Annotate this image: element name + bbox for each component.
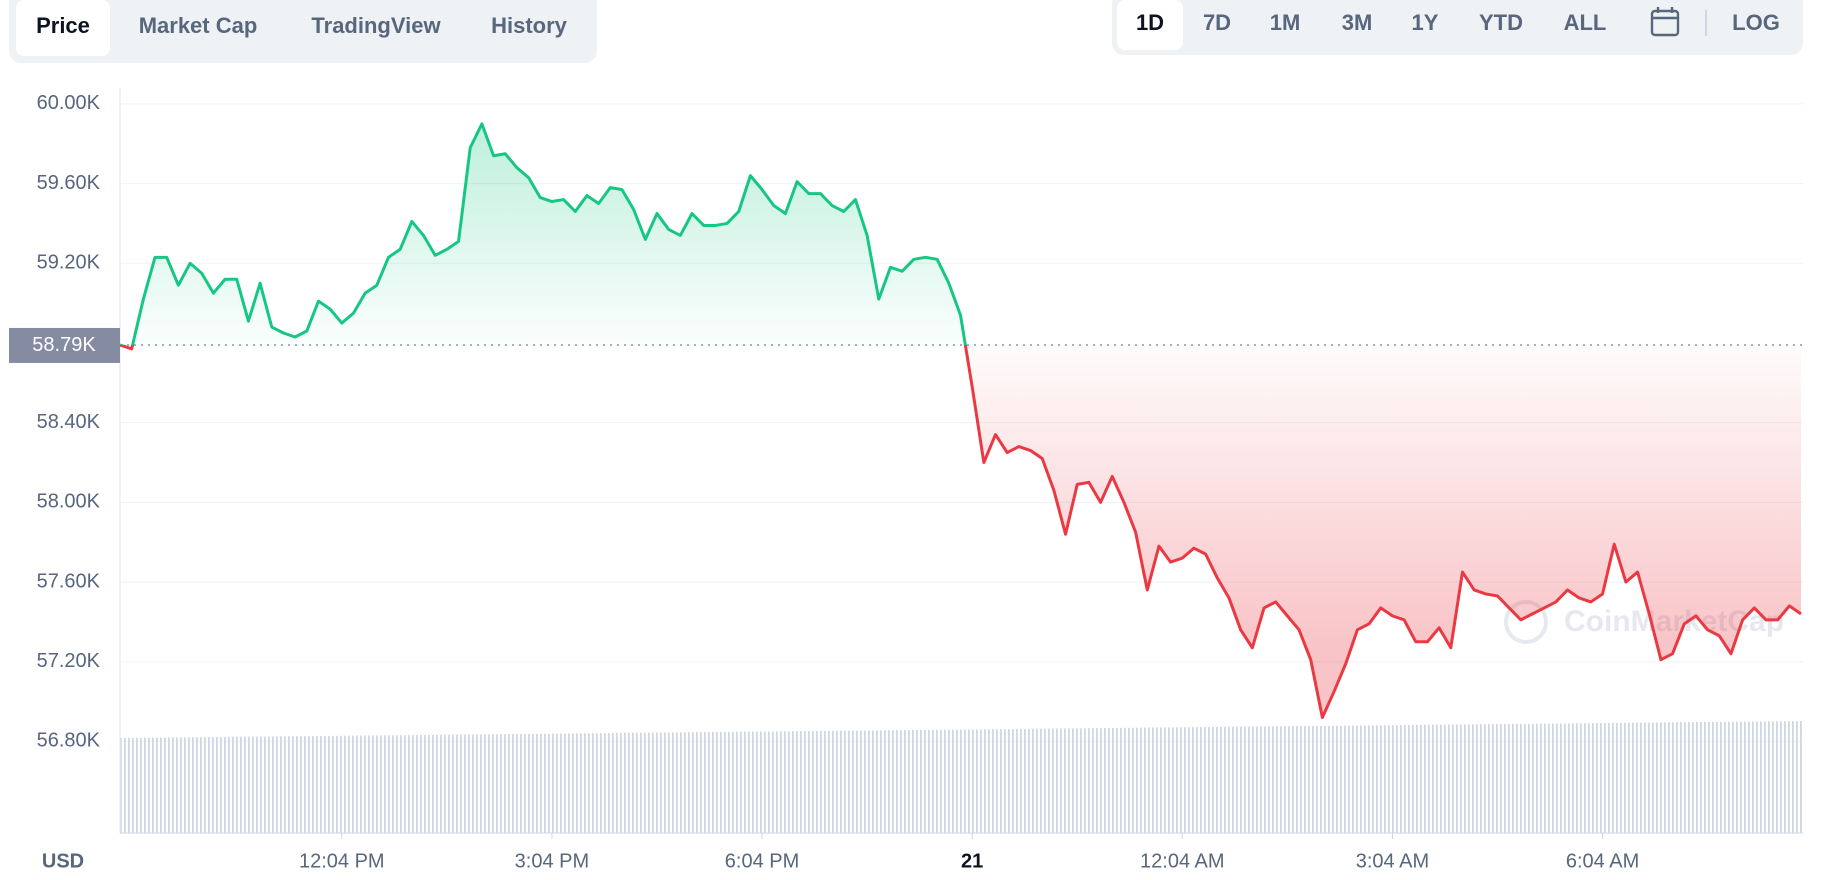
tab[interactable]: Market Cap	[139, 13, 258, 38]
tab[interactable]: TradingView	[311, 13, 441, 38]
tab-group	[9, 0, 597, 63]
y-tick-label: 59.60K	[37, 172, 101, 194]
x-tick-label: 21	[961, 850, 983, 872]
range-button[interactable]: ALL	[1564, 10, 1607, 35]
y-tick-label: 57.20K	[37, 650, 101, 672]
x-tick-label: 12:04 PM	[299, 850, 385, 872]
range-button[interactable]: YTD	[1479, 10, 1523, 35]
price-line	[119, 122, 1802, 719]
range-button[interactable]: 7D	[1203, 10, 1231, 35]
x-tick-label: 6:04 AM	[1566, 850, 1639, 872]
log-button[interactable]: LOG	[1732, 10, 1780, 35]
y-tick-label: 58.00K	[37, 491, 101, 513]
range-button[interactable]: 1D	[1136, 10, 1164, 35]
range-button[interactable]: 3M	[1342, 10, 1373, 35]
currency-label: USD	[42, 850, 84, 872]
reference-label: 58.79K	[32, 334, 96, 356]
price-area	[120, 123, 1801, 718]
y-tick-label: 60.00K	[37, 92, 101, 114]
range-button[interactable]: 1M	[1270, 10, 1301, 35]
range-button[interactable]: 1Y	[1412, 10, 1439, 35]
y-tick-label: 58.40K	[37, 411, 101, 433]
reference-label-bg	[9, 327, 120, 363]
x-tick-label: 3:04 AM	[1356, 850, 1429, 872]
calendar-icon[interactable]	[1650, 7, 1680, 37]
x-tick-label: 6:04 PM	[725, 850, 799, 872]
y-tick-label: 59.20K	[37, 252, 101, 274]
x-tick-label: 12:04 AM	[1140, 850, 1225, 872]
x-tick-label: 3:04 PM	[515, 850, 589, 872]
volume-bars	[120, 721, 1803, 833]
tab[interactable]: Price	[36, 13, 90, 38]
tab[interactable]: History	[491, 13, 568, 38]
tab-selected-bg	[16, 0, 110, 56]
range-selected-bg	[1117, 0, 1183, 50]
range-group	[1112, 0, 1803, 55]
y-tick-label: 57.60K	[37, 570, 101, 592]
y-tick-label: 56.80K	[37, 730, 101, 752]
